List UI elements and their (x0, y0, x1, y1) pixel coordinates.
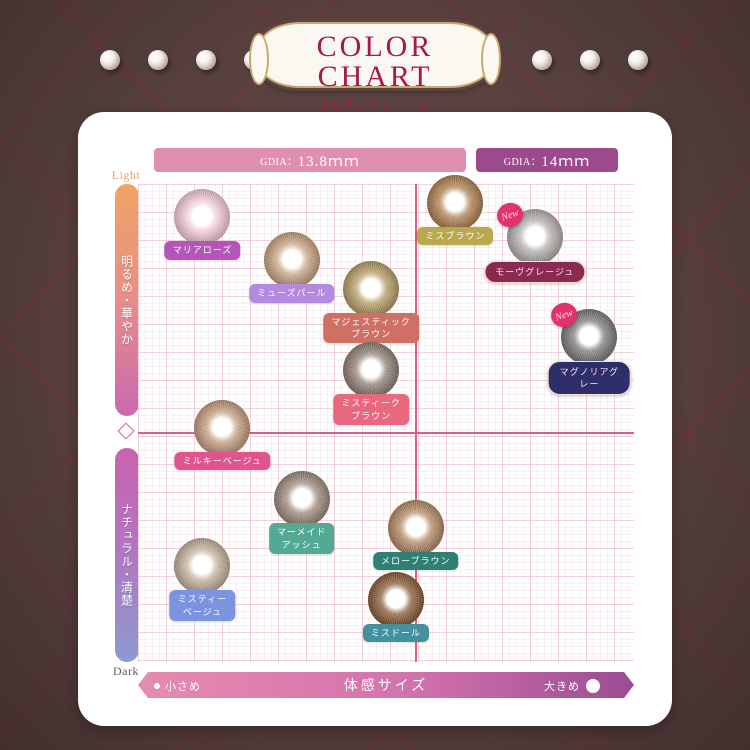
small-dot-icon (154, 683, 160, 689)
lens-swatch[interactable] (263, 232, 320, 289)
midline-divider (138, 432, 634, 434)
title-plaque: COLOR CHART 【カラーチャート】 (249, 22, 501, 113)
axis-label-dark: Dark (113, 664, 139, 678)
column-header-gdia-14: GDIA： 14ｍｍ (476, 148, 618, 172)
pearl-decoration-row (0, 0, 750, 110)
pearl-decoration (580, 50, 600, 70)
lens-name-label: メローブラウン (373, 552, 459, 571)
lens-swatch[interactable] (174, 538, 231, 595)
lens-name-label: マグノリアグレー (548, 360, 631, 396)
size-scale-bar: 体感サイズ (138, 672, 634, 698)
lens-name-label: ミルキーベージュ (174, 451, 270, 470)
lens-name-label: マリアローズ (164, 241, 241, 260)
page-title: COLOR CHART (316, 30, 434, 93)
axis-label-light: Light (111, 168, 141, 182)
size-scale-center-label: 体感サイズ (343, 677, 429, 693)
lens-swatch[interactable] (174, 189, 231, 246)
large-dot-icon (586, 679, 600, 693)
lens-swatch[interactable] (194, 399, 251, 456)
axis-band-natural: ナチュラル・清楚 (115, 448, 139, 662)
lens-name-label: ミスブラウン (417, 227, 494, 246)
size-scale-small-label: 小さめ (165, 681, 201, 693)
page-subtitle: 【カラーチャート】 (316, 101, 434, 113)
lens-name-label: マーメイド アッシュ (268, 523, 335, 554)
size-scale-large-label: 大きめ (544, 681, 580, 693)
lens-name-label: ミスドール (362, 623, 429, 642)
lens-name-label: ミスティー ベージュ (169, 590, 236, 621)
gdia-138-value: 13.8ｍｍ (297, 153, 360, 170)
lens-swatch[interactable] (387, 500, 444, 557)
size-scale-large-end: 大きめ (544, 678, 600, 694)
chart-card: GDIA： 13.8ｍｍ GDIA： 14ｍｍ Light Dark 明るめ・華やか… (78, 112, 672, 726)
axis-band-bright: 明るめ・華やか (115, 184, 139, 416)
column-divider-line (415, 184, 417, 662)
midline-diamond-marker (117, 422, 135, 440)
lens-swatch[interactable] (273, 471, 330, 528)
gdia-14-value: 14ｍｍ (541, 153, 591, 170)
pearl-decoration (196, 50, 216, 70)
pearl-decoration (100, 50, 120, 70)
lens-name-label: ミューズパール (248, 284, 335, 303)
column-header-gdia-138: GDIA： 13.8ｍｍ (154, 148, 466, 172)
lens-swatch[interactable] (427, 175, 484, 232)
lens-name-label: ミスティーク ブラウン (333, 394, 409, 425)
lens-swatch[interactable] (343, 261, 400, 318)
size-scale-small-end: 小さめ (154, 678, 201, 694)
pearl-decoration (532, 50, 552, 70)
lens-swatch[interactable] (343, 342, 400, 399)
pearl-decoration (148, 50, 168, 70)
gdia-14-prefix: GDIA： (503, 156, 542, 168)
gdia-138-prefix: GDIA： (260, 156, 298, 168)
pearl-decoration (628, 50, 648, 70)
lens-name-label: マジェスティック ブラウン (323, 313, 419, 344)
lens-swatch[interactable] (367, 571, 424, 628)
lens-name-label: モーヴグレージュ (484, 260, 586, 283)
